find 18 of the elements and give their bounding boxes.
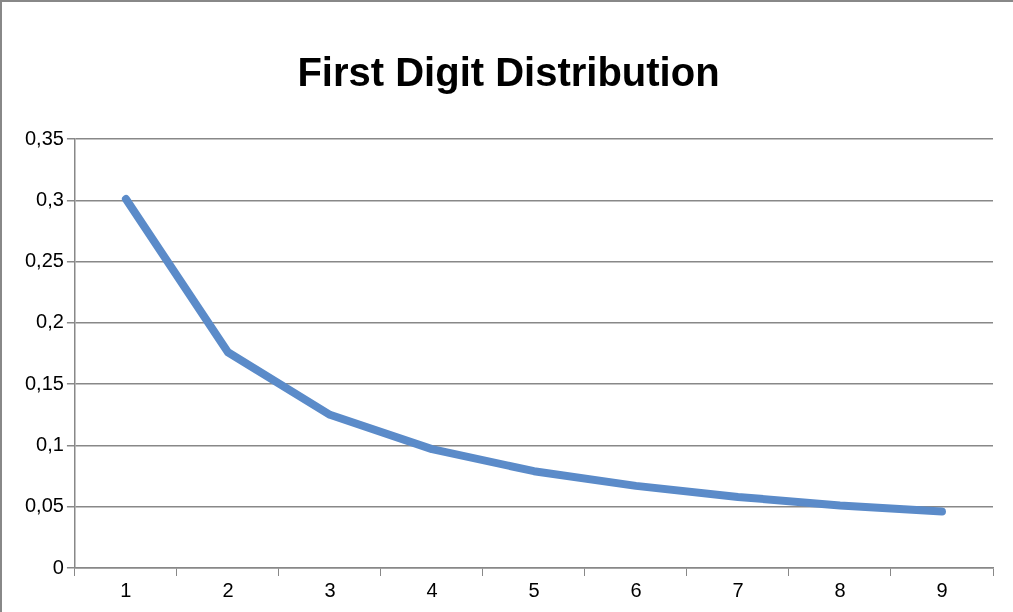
y-tick-label: 0,15 xyxy=(24,371,64,394)
chart-title: First Digit Distribution xyxy=(296,50,721,95)
x-tick-label: 2 xyxy=(222,578,234,601)
y-tick-label: 0,3 xyxy=(36,187,64,210)
y-tick-label: 0,05 xyxy=(24,494,64,517)
y-tick-label: 0 xyxy=(52,555,64,578)
x-tick-label: 4 xyxy=(426,578,438,601)
y-tick-label: 0,25 xyxy=(24,249,64,272)
x-tick-label: 1 xyxy=(120,578,132,601)
x-tick-label: 7 xyxy=(732,578,744,601)
x-tick-label: 9 xyxy=(936,578,948,601)
x-tick-label: 6 xyxy=(630,578,642,601)
y-tick-label: 0,1 xyxy=(36,432,64,455)
x-tick-label: 3 xyxy=(324,578,336,601)
y-tick-label: 0,35 xyxy=(24,126,64,149)
x-tick-label: 8 xyxy=(834,578,846,601)
x-tick-label: 5 xyxy=(528,578,540,601)
y-tick-label: 0,2 xyxy=(36,310,64,333)
